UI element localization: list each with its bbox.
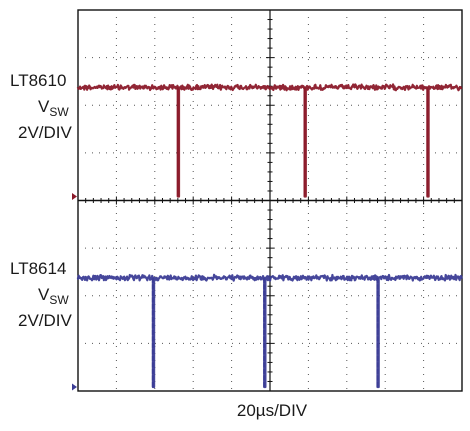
upper-scale-label: 2V/DIV [18, 123, 73, 142]
graticule [77, 9, 463, 392]
lower-scale-label: 2V/DIV [18, 311, 73, 330]
ground-markers [72, 193, 77, 391]
trace-lt8614 [76, 273, 463, 389]
lower-signal-label: VSW [38, 285, 69, 307]
x-axis-label: 20µs/DIV [237, 401, 308, 420]
upper-device-label: LT8610 [10, 71, 66, 90]
trace-lt8610 [76, 83, 463, 198]
lower-device-label: LT8614 [10, 259, 66, 278]
ground-level-marker [72, 193, 77, 200]
traces [76, 83, 463, 389]
upper-signal-label: VSW [38, 97, 69, 119]
ground-level-marker [72, 383, 77, 391]
